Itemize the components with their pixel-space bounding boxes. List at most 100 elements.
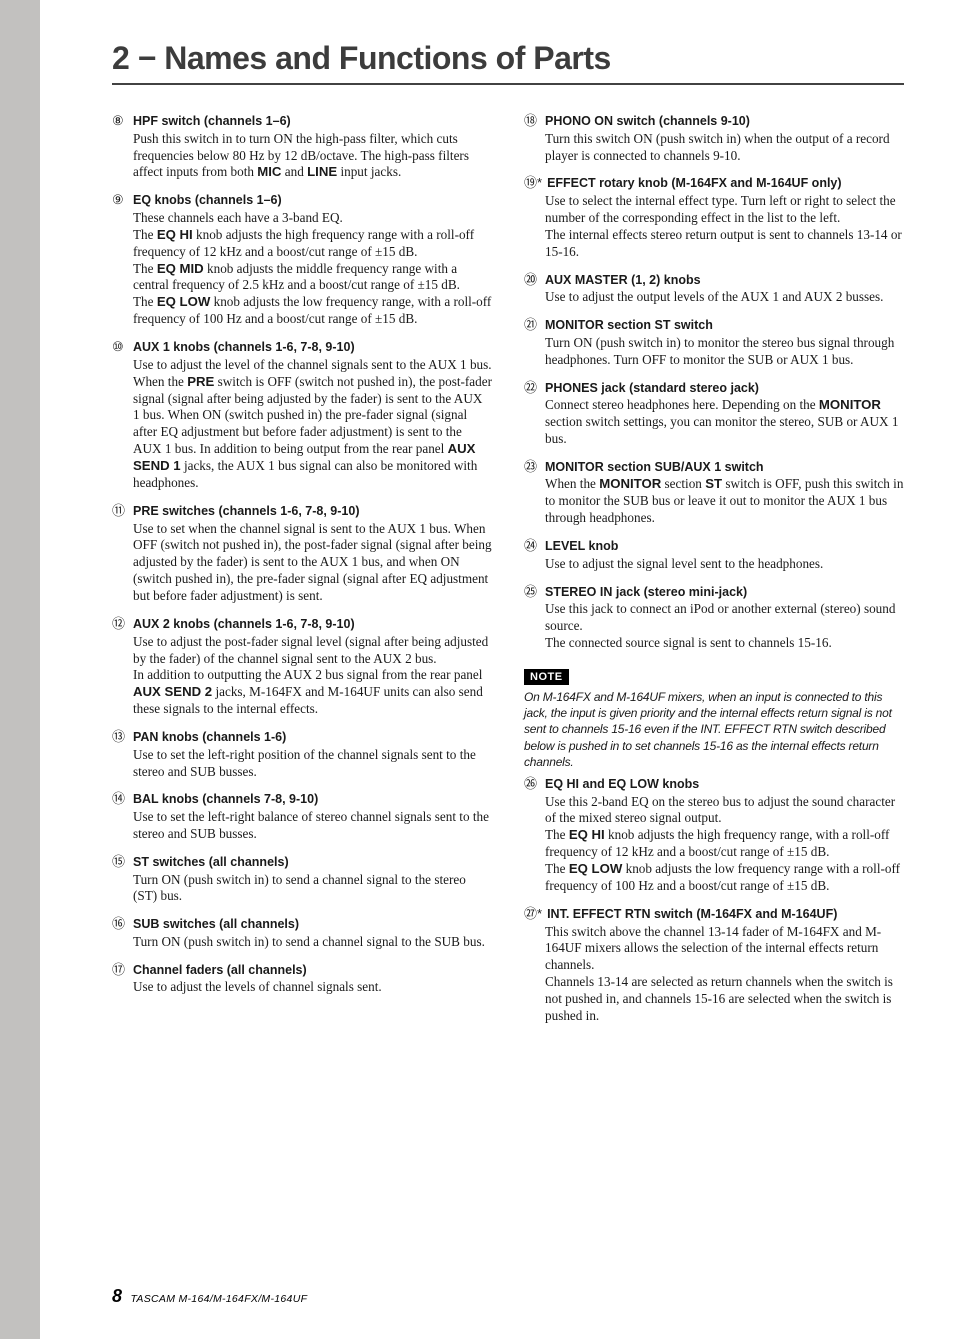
page-number: 8 <box>112 1286 122 1306</box>
item-heading-text: STEREO IN jack (stereo mini-jack) <box>545 584 747 600</box>
item-body: Use to adjust the output levels of the A… <box>524 289 904 306</box>
item-heading: ⑧HPF switch (channels 1–6) <box>112 113 492 130</box>
item-heading-text: PRE switches (channels 1-6, 7-8, 9-10) <box>133 503 359 519</box>
item-number-icon: ⑫ <box>112 616 128 633</box>
item-heading: ㉗* INT. EFFECT RTN switch (M-164FX and M-… <box>524 906 904 923</box>
definition-item: ⑩ AUX 1 knobs (channels 1-6, 7-8, 9-10) Us… <box>112 339 492 492</box>
definition-item: ⑱ PHONO ON switch (channels 9-10) Turn thi… <box>524 113 904 164</box>
definition-item: ⑯SUB switches (all channels)Turn ON (pus… <box>112 916 492 951</box>
definition-item: ㉗* INT. EFFECT RTN switch (M-164FX and M-… <box>524 906 904 1025</box>
left-column: ⑧HPF switch (channels 1–6)Push this swit… <box>112 113 492 1036</box>
item-heading-text: HPF switch (channels 1–6) <box>133 113 291 129</box>
item-body: Use to adjust the levels of channel sign… <box>112 979 492 996</box>
item-heading-text: LEVEL knob <box>545 538 618 554</box>
item-number-icon: ⑩ <box>112 339 128 356</box>
definition-item: ㉒ PHONES jack (standard stereo jack)Conne… <box>524 380 904 448</box>
item-heading-text: PHONES jack (standard stereo jack) <box>545 380 759 396</box>
two-column-layout: ⑧HPF switch (channels 1–6)Push this swit… <box>112 113 904 1036</box>
item-heading: ㉑MONITOR section ST switch <box>524 317 904 334</box>
item-body: Turn ON (push switch in) to monitor the … <box>524 335 904 369</box>
item-heading-text: EFFECT rotary knob (M-164FX and M-164UF … <box>547 175 841 191</box>
item-body: Use this 2-band EQ on the stereo bus to … <box>524 794 904 895</box>
item-heading-text: INT. EFFECT RTN switch (M-164FX and M-16… <box>547 906 837 922</box>
item-number-icon: ㉖ <box>524 776 540 793</box>
right-column: ⑱ PHONO ON switch (channels 9-10) Turn thi… <box>524 113 904 1036</box>
definition-item: ⑫ AUX 2 knobs (channels 1-6, 7-8, 9-10) Us… <box>112 616 492 718</box>
definition-item: ⑳ AUX MASTER (1, 2) knobsUse to adjust th… <box>524 272 904 307</box>
item-heading-text: AUX 2 knobs (channels 1-6, 7-8, 9-10) <box>133 616 355 632</box>
item-number-icon: ㉒ <box>524 380 540 397</box>
item-number-icon: ⑳ <box>524 272 540 289</box>
definition-item: ⑮ST switches (all channels)Turn ON (push… <box>112 854 492 905</box>
definition-item: ⑬PAN knobs (channels 1-6)Use to set the … <box>112 729 492 780</box>
item-body: This switch above the channel 13-14 fade… <box>524 924 904 1025</box>
item-body: Use to adjust the signal level sent to t… <box>524 556 904 573</box>
definition-item: ⑭BAL knobs (channels 7-8, 9-10)Use to se… <box>112 791 492 842</box>
item-number-icon: ㉕ <box>524 584 540 601</box>
item-body: Use to select the internal effect type. … <box>524 193 904 261</box>
item-heading: ⑰ Channel faders (all channels) <box>112 962 492 979</box>
footer-label: TASCAM M-164/M-164FX/M-164UF <box>130 1293 307 1305</box>
item-body: Push this switch in to turn ON the high-… <box>112 131 492 182</box>
item-heading: ⑨EQ knobs (channels 1–6) <box>112 192 492 209</box>
item-body: Use to adjust the level of the channel s… <box>112 357 492 492</box>
item-heading-text: PHONO ON switch (channels 9-10) <box>545 113 750 129</box>
definition-item: ⑨EQ knobs (channels 1–6)These channels e… <box>112 192 492 328</box>
item-number-icon: ⑪ <box>112 503 128 520</box>
page-content: 2 − Names and Functions of Parts ⑧HPF sw… <box>40 0 954 1339</box>
definition-item: ㉑MONITOR section ST switchTurn ON (push … <box>524 317 904 368</box>
item-heading: ⑪ PRE switches (channels 1-6, 7-8, 9-10) <box>112 503 492 520</box>
item-body: Use this jack to connect an iPod or anot… <box>524 601 904 652</box>
item-heading: ⑫ AUX 2 knobs (channels 1-6, 7-8, 9-10) <box>112 616 492 633</box>
item-body: Connect stereo headphones here. Dependin… <box>524 397 904 448</box>
definition-item: ㉔ LEVEL knob Use to adjust the signal leve… <box>524 538 904 573</box>
item-body: Use to set when the channel signal is se… <box>112 521 492 605</box>
definition-item: ⑲* EFFECT rotary knob (M-164FX and M-164U… <box>524 175 904 260</box>
note-tag: NOTE <box>524 669 569 685</box>
definition-item: ⑰ Channel faders (all channels)Use to adj… <box>112 962 492 997</box>
item-heading: ㉔ LEVEL knob <box>524 538 904 555</box>
item-body: These channels each have a 3-band EQ.The… <box>112 210 492 328</box>
item-heading: ㉓MONITOR section SUB/AUX 1 switch <box>524 459 904 476</box>
item-heading-text: EQ knobs (channels 1–6) <box>133 192 282 208</box>
note-body: On M-164FX and M-164UF mixers, when an i… <box>524 689 904 770</box>
item-body: Turn this switch ON (push switch in) whe… <box>524 131 904 165</box>
item-heading: ㉖ EQ HI and EQ LOW knobs <box>524 776 904 793</box>
item-number-icon: ⑱ <box>524 113 540 130</box>
item-number-icon: ⑰ <box>112 962 128 979</box>
page-footer: 8 TASCAM M-164/M-164FX/M-164UF <box>112 1286 307 1307</box>
definition-item: ⑪ PRE switches (channels 1-6, 7-8, 9-10) U… <box>112 503 492 605</box>
item-number-icon: ㉓ <box>524 459 540 476</box>
item-heading-text: AUX 1 knobs (channels 1-6, 7-8, 9-10) <box>133 339 355 355</box>
item-heading-text: ST switches (all channels) <box>133 854 289 870</box>
item-heading-text: Channel faders (all channels) <box>133 962 307 978</box>
item-heading: ⑭ BAL knobs (channels 7-8, 9-10) <box>112 791 492 808</box>
definition-item: ㉖ EQ HI and EQ LOW knobs Use this 2-band E… <box>524 776 904 895</box>
left-sidebar <box>0 0 40 1339</box>
item-body: Use to set the left-right position of th… <box>112 747 492 781</box>
item-body: Use to adjust the post-fader signal leve… <box>112 634 492 718</box>
item-number-icon: ⑬ <box>112 729 128 746</box>
item-number-icon: ㉔ <box>524 538 540 555</box>
item-heading: ⑩ AUX 1 knobs (channels 1-6, 7-8, 9-10) <box>112 339 492 356</box>
item-heading: ⑯ SUB switches (all channels) <box>112 916 492 933</box>
item-heading-text: SUB switches (all channels) <box>133 916 299 932</box>
item-heading-text: EQ HI and EQ LOW knobs <box>545 776 699 792</box>
definition-item: ㉓MONITOR section SUB/AUX 1 switchWhen th… <box>524 459 904 527</box>
item-heading: ⑬PAN knobs (channels 1-6) <box>112 729 492 746</box>
item-heading-text: AUX MASTER (1, 2) knobs <box>545 272 701 288</box>
item-heading: ⑱ PHONO ON switch (channels 9-10) <box>524 113 904 130</box>
item-number-icon: ⑲* <box>524 175 542 192</box>
chapter-title: 2 − Names and Functions of Parts <box>112 40 904 77</box>
item-number-icon: ⑯ <box>112 916 128 933</box>
item-number-icon: ⑭ <box>112 791 128 808</box>
item-heading: ㉕ STEREO IN jack (stereo mini-jack) <box>524 584 904 601</box>
item-body: When the MONITOR section ST switch is OF… <box>524 476 904 527</box>
item-heading: ⑲* EFFECT rotary knob (M-164FX and M-164U… <box>524 175 904 192</box>
item-body: Turn ON (push switch in) to send a chann… <box>112 872 492 906</box>
item-number-icon: ㉗* <box>524 906 542 923</box>
definition-item: ⑧HPF switch (channels 1–6)Push this swit… <box>112 113 492 181</box>
item-heading-text: MONITOR section ST switch <box>545 317 713 333</box>
definition-item: ㉕ STEREO IN jack (stereo mini-jack)Use th… <box>524 584 904 652</box>
item-heading-text: BAL knobs (channels 7-8, 9-10) <box>133 791 318 807</box>
